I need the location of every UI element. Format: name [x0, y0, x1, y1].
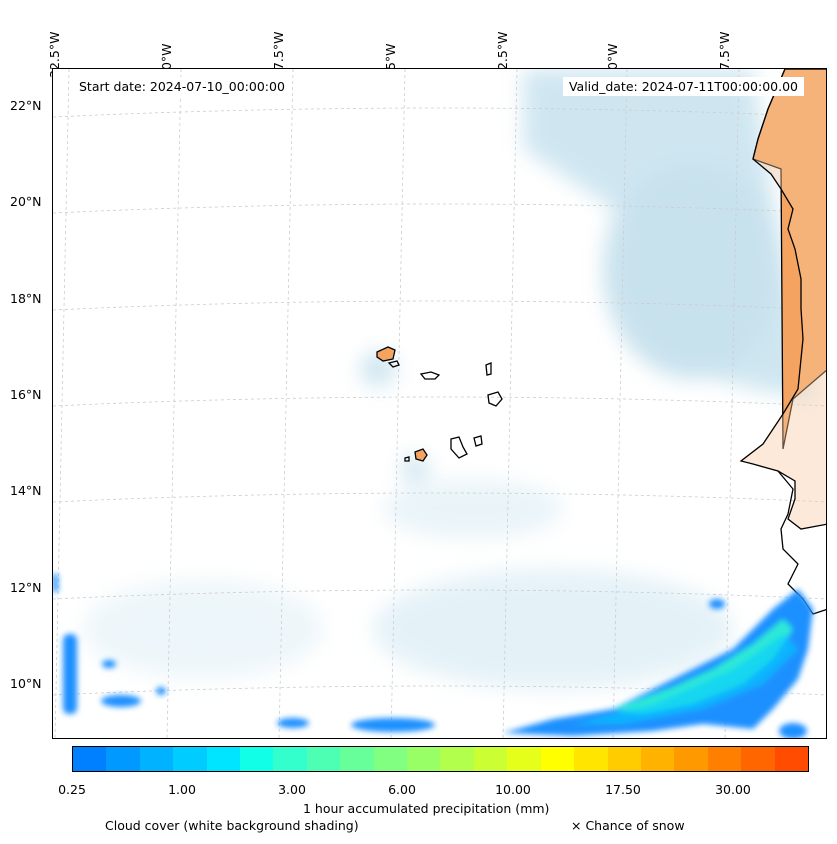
meridian-line: [278, 69, 294, 738]
colorbar-segment: [240, 747, 274, 771]
precip-strip-west: [63, 634, 77, 714]
meridian-line: [166, 69, 182, 738]
colorbar-segment: [407, 747, 441, 771]
island-santiago: [450, 436, 468, 459]
colorbar-tick-label: 30.00: [715, 782, 751, 797]
latitude-label: 12°N: [10, 580, 42, 595]
meridian-line: [502, 69, 518, 738]
cloud-scatter-mid: [383, 479, 563, 539]
colorbar-segment: [340, 747, 374, 771]
map-panel: Start date: 2024-07-10_00:00:00 Valid_da…: [52, 68, 827, 739]
island-fogo: [414, 448, 428, 462]
parallel-line: [53, 589, 826, 600]
island-santo-antao: [376, 346, 396, 362]
precip-blob-west: [277, 718, 309, 728]
cloud-island-wake-2: [401, 455, 429, 483]
colorbar-segment: [173, 747, 207, 771]
cloud-cover-note: Cloud cover (white background shading): [105, 818, 359, 833]
colorbar-tick-label: 17.50: [605, 782, 641, 797]
cloud-scatter-west: [83, 579, 323, 679]
colorbar-label: 1 hour accumulated precipitation (mm): [303, 801, 550, 816]
colorbar-tick-label: 6.00: [388, 782, 416, 797]
island-sao-nicolau: [419, 371, 441, 380]
colorbar-segment: [440, 747, 474, 771]
colorbar-segment: [707, 747, 742, 771]
colorbar-tick-label: 0.25: [58, 782, 86, 797]
island-sal: [485, 362, 492, 376]
precipitation-colorbar: [72, 746, 809, 772]
colorbar-tick-label: 3.00: [278, 782, 306, 797]
island-brava: [404, 456, 410, 462]
precip-blob-coast: [709, 599, 725, 609]
precip-blob-corner: [779, 723, 807, 738]
colorbar-segment: [106, 747, 140, 771]
colorbar-tick-label: 10.00: [495, 782, 531, 797]
parallel-line: [53, 492, 826, 503]
colorbar-segment: [473, 747, 508, 771]
colorbar-segment: [674, 747, 708, 771]
meridian-line: [612, 69, 628, 738]
latitude-label: 14°N: [10, 483, 42, 498]
island-sao-vicente: [387, 360, 400, 368]
colorbar-segment: [306, 747, 341, 771]
precip-band-southeast: [503, 589, 813, 736]
parallel-line: [53, 396, 826, 407]
colorbar-tick-label: 1.00: [168, 782, 196, 797]
precip-blob-west-3: [156, 687, 166, 695]
latitude-label: 10°N: [10, 676, 42, 691]
africa-coastline: [739, 69, 826, 530]
parallel-line: [53, 107, 826, 118]
precip-blob-west-4: [102, 660, 116, 668]
cloud-cover-shading: [83, 69, 813, 689]
colorbar-segment: [540, 747, 575, 771]
latitude-label: 22°N: [10, 98, 42, 113]
colorbar-segment: [273, 747, 307, 771]
latitude-label: 16°N: [10, 387, 42, 402]
cloud-scatter-south: [373, 569, 733, 689]
parallel-line: [53, 300, 826, 311]
meridian-line: [54, 69, 70, 738]
colorbar-segment: [139, 747, 174, 771]
colorbar-segment: [574, 747, 608, 771]
graticule: [53, 69, 826, 738]
latitude-label: 18°N: [10, 291, 42, 306]
colorbar-segment: [774, 747, 808, 771]
precip-edge-west: [53, 574, 58, 592]
valid-date-label: Valid_date: 2024-07-11T00:00:00.00: [562, 77, 804, 96]
snow-chance-note: × Chance of snow: [571, 818, 685, 833]
island-boa-vista: [487, 391, 503, 407]
parallel-line: [53, 203, 826, 214]
colorbar-segment: [640, 747, 675, 771]
land-masses: [376, 69, 826, 615]
cloud-mass-coast: [603, 159, 783, 379]
colorbar-segment: [607, 747, 641, 771]
meridian-line: [724, 69, 740, 738]
precip-blob-central: [351, 718, 435, 732]
meridian-line: [390, 69, 406, 738]
island-maio: [473, 435, 483, 447]
precipitation-field: [53, 574, 813, 738]
precip-blob-west-2: [101, 695, 141, 707]
colorbar-segment: [507, 747, 541, 771]
start-date-label: Start date: 2024-07-10_00:00:00: [73, 77, 291, 96]
colorbar-segment: [206, 747, 241, 771]
colorbar-segment: [73, 747, 107, 771]
precip-core-inner: [573, 634, 798, 724]
colorbar-segment: [373, 747, 408, 771]
colorbar-segment: [741, 747, 775, 771]
map-canvas: [53, 69, 826, 738]
latitude-label: 20°N: [10, 194, 42, 209]
